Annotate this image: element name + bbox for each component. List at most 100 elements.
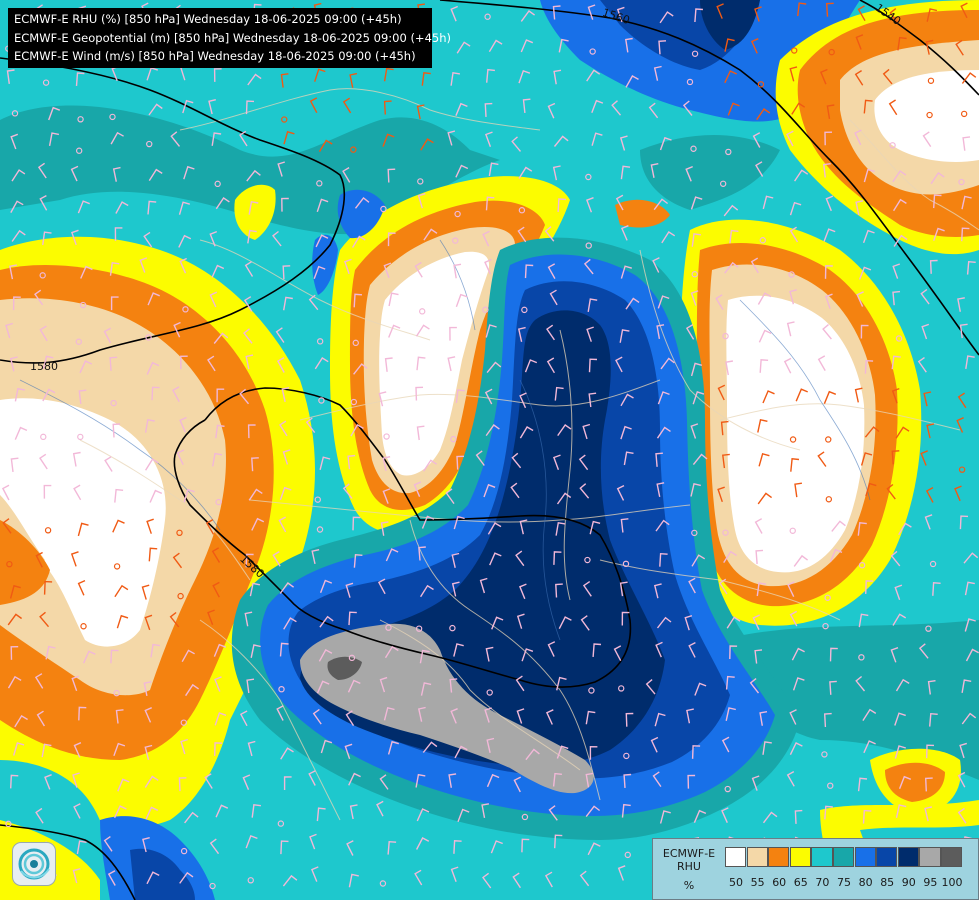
wind-barb (824, 805, 833, 820)
wind-barb (620, 425, 632, 440)
wind-barb (783, 357, 792, 374)
calm-wind-marker (11, 110, 19, 117)
wind-barb (888, 99, 898, 116)
calm-wind-marker (215, 498, 222, 506)
wind-barb (959, 323, 968, 339)
wind-barb (926, 423, 935, 439)
wind-barb (725, 707, 736, 721)
legend-swatch (876, 847, 898, 867)
wind-barb (35, 551, 43, 568)
wind-barb (144, 418, 155, 433)
wind-barb (754, 649, 763, 664)
wind-barb (591, 132, 603, 146)
wind-barb (826, 104, 835, 120)
wind-barb (420, 584, 434, 598)
wind-barb (387, 168, 396, 183)
wind-barb (180, 738, 189, 755)
wind-barb (659, 810, 671, 824)
wind-barb (554, 386, 564, 401)
wind-barb (960, 2, 968, 19)
wind-barb (525, 748, 540, 761)
wind-barb (450, 5, 458, 22)
contour-1580-south (173, 387, 632, 688)
wind-barb (690, 423, 699, 439)
wind-barb (588, 358, 598, 373)
calm-wind-marker (825, 496, 833, 503)
wind-barb (749, 678, 760, 694)
wind-barb (414, 869, 423, 886)
wind-barb (387, 740, 399, 755)
wind-barb (384, 357, 393, 372)
wind-barb (510, 482, 520, 499)
wind-barb (520, 39, 534, 53)
wind-barb (282, 874, 298, 887)
wind-barb (142, 837, 150, 853)
wind-barb (648, 102, 659, 119)
wind-barb (524, 264, 534, 279)
legend-variable: RHU (677, 860, 701, 873)
wind-barb (688, 641, 696, 658)
wind-barb (894, 712, 906, 726)
wind-barb (613, 645, 622, 662)
wind-barb (659, 552, 668, 567)
wind-barb (104, 456, 113, 472)
calm-wind-marker (316, 338, 324, 345)
wind-barb (147, 200, 157, 215)
calm-wind-marker (788, 271, 795, 278)
wind-barb (795, 388, 808, 402)
wind-barb (350, 423, 364, 437)
wind-barb (856, 291, 864, 307)
wind-barb (552, 5, 561, 20)
wind-barb (758, 329, 772, 343)
wind-barb (932, 582, 941, 596)
wind-barb (113, 742, 126, 757)
wind-barb (78, 389, 87, 404)
wind-barb (519, 519, 528, 535)
wind-barb (43, 580, 53, 595)
wind-barb (687, 774, 696, 789)
wind-barb (382, 133, 395, 147)
wind-barb (39, 325, 48, 342)
ecmwf-swirl-icon (12, 842, 56, 886)
wind-barb (342, 166, 351, 183)
rhu-60-area (0, 520, 50, 605)
wind-barb (757, 292, 772, 305)
wind-barb (963, 552, 979, 564)
wind-barb (110, 296, 119, 311)
wind-barb (585, 772, 594, 788)
calm-wind-marker (725, 148, 732, 156)
title-rhu: ECMWF-E RHU (%) [850 hPa] Wednesday 18-0… (14, 12, 402, 26)
wind-barb (583, 258, 594, 275)
wind-barb (515, 550, 525, 567)
wind-barb (862, 809, 872, 824)
wind-barb (829, 647, 838, 662)
wind-barb (863, 99, 873, 114)
wind-barb (143, 681, 152, 697)
wind-barb (891, 387, 900, 404)
calm-wind-marker (176, 529, 183, 537)
wind-barb (34, 289, 44, 306)
calm-wind-marker (182, 306, 189, 313)
wind-barb (616, 484, 625, 501)
wind-barb (115, 709, 124, 724)
wind-barb (486, 737, 495, 753)
wind-barb (112, 166, 121, 182)
wind-barb (625, 297, 640, 310)
wind-barb (790, 458, 800, 472)
wind-barb (789, 709, 797, 725)
wind-barb (209, 230, 218, 247)
wind-barb (455, 389, 465, 403)
wind-barb (448, 773, 457, 788)
wind-barb (413, 481, 422, 497)
wind-barb (933, 227, 945, 241)
wind-barb (249, 582, 261, 597)
calm-wind-marker (454, 210, 461, 218)
legend-tick-label: 65 (793, 876, 808, 889)
wind-barb (721, 736, 730, 753)
wind-barb (422, 741, 438, 753)
wind-barb (114, 584, 129, 598)
wind-barb (283, 776, 292, 790)
wind-barb (964, 581, 975, 596)
wind-barb (75, 72, 85, 86)
wind-barb (924, 777, 933, 792)
